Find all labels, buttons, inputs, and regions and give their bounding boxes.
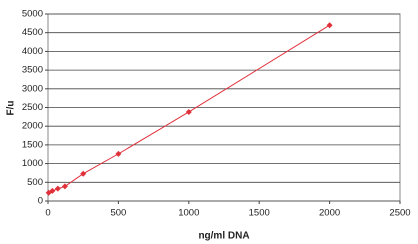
y-tick-label: 2500	[22, 102, 43, 113]
y-axis-title: F/u	[6, 101, 17, 116]
y-tick-label: 1500	[22, 139, 43, 150]
x-tick-label: 1000	[178, 208, 199, 219]
y-tick-label: 0	[38, 196, 43, 207]
data-point	[54, 185, 61, 192]
x-tick-label: 2500	[389, 208, 410, 219]
x-tick-label: 0	[45, 208, 50, 219]
y-tick-label: 4500	[22, 27, 43, 38]
data-point	[115, 150, 122, 157]
x-tick-label: 2000	[319, 208, 340, 219]
data-point	[49, 187, 56, 194]
x-axis-title: ng/ml DNA	[198, 231, 249, 242]
y-tick-label: 1000	[22, 158, 43, 169]
y-tick-label: 2000	[22, 121, 43, 132]
data-point	[326, 22, 333, 29]
y-tick-label: 3000	[22, 83, 43, 94]
y-tick-label: 5000	[22, 9, 43, 20]
x-tick-label: 500	[110, 208, 126, 219]
y-tick-label: 4000	[22, 46, 43, 57]
data-point	[80, 170, 87, 177]
data-line	[48, 24, 330, 194]
y-tick-label: 3500	[22, 65, 43, 76]
data-point	[61, 183, 68, 190]
x-tick-label: 1500	[249, 208, 270, 219]
data-point	[185, 108, 192, 115]
y-tick-label: 500	[27, 177, 43, 188]
